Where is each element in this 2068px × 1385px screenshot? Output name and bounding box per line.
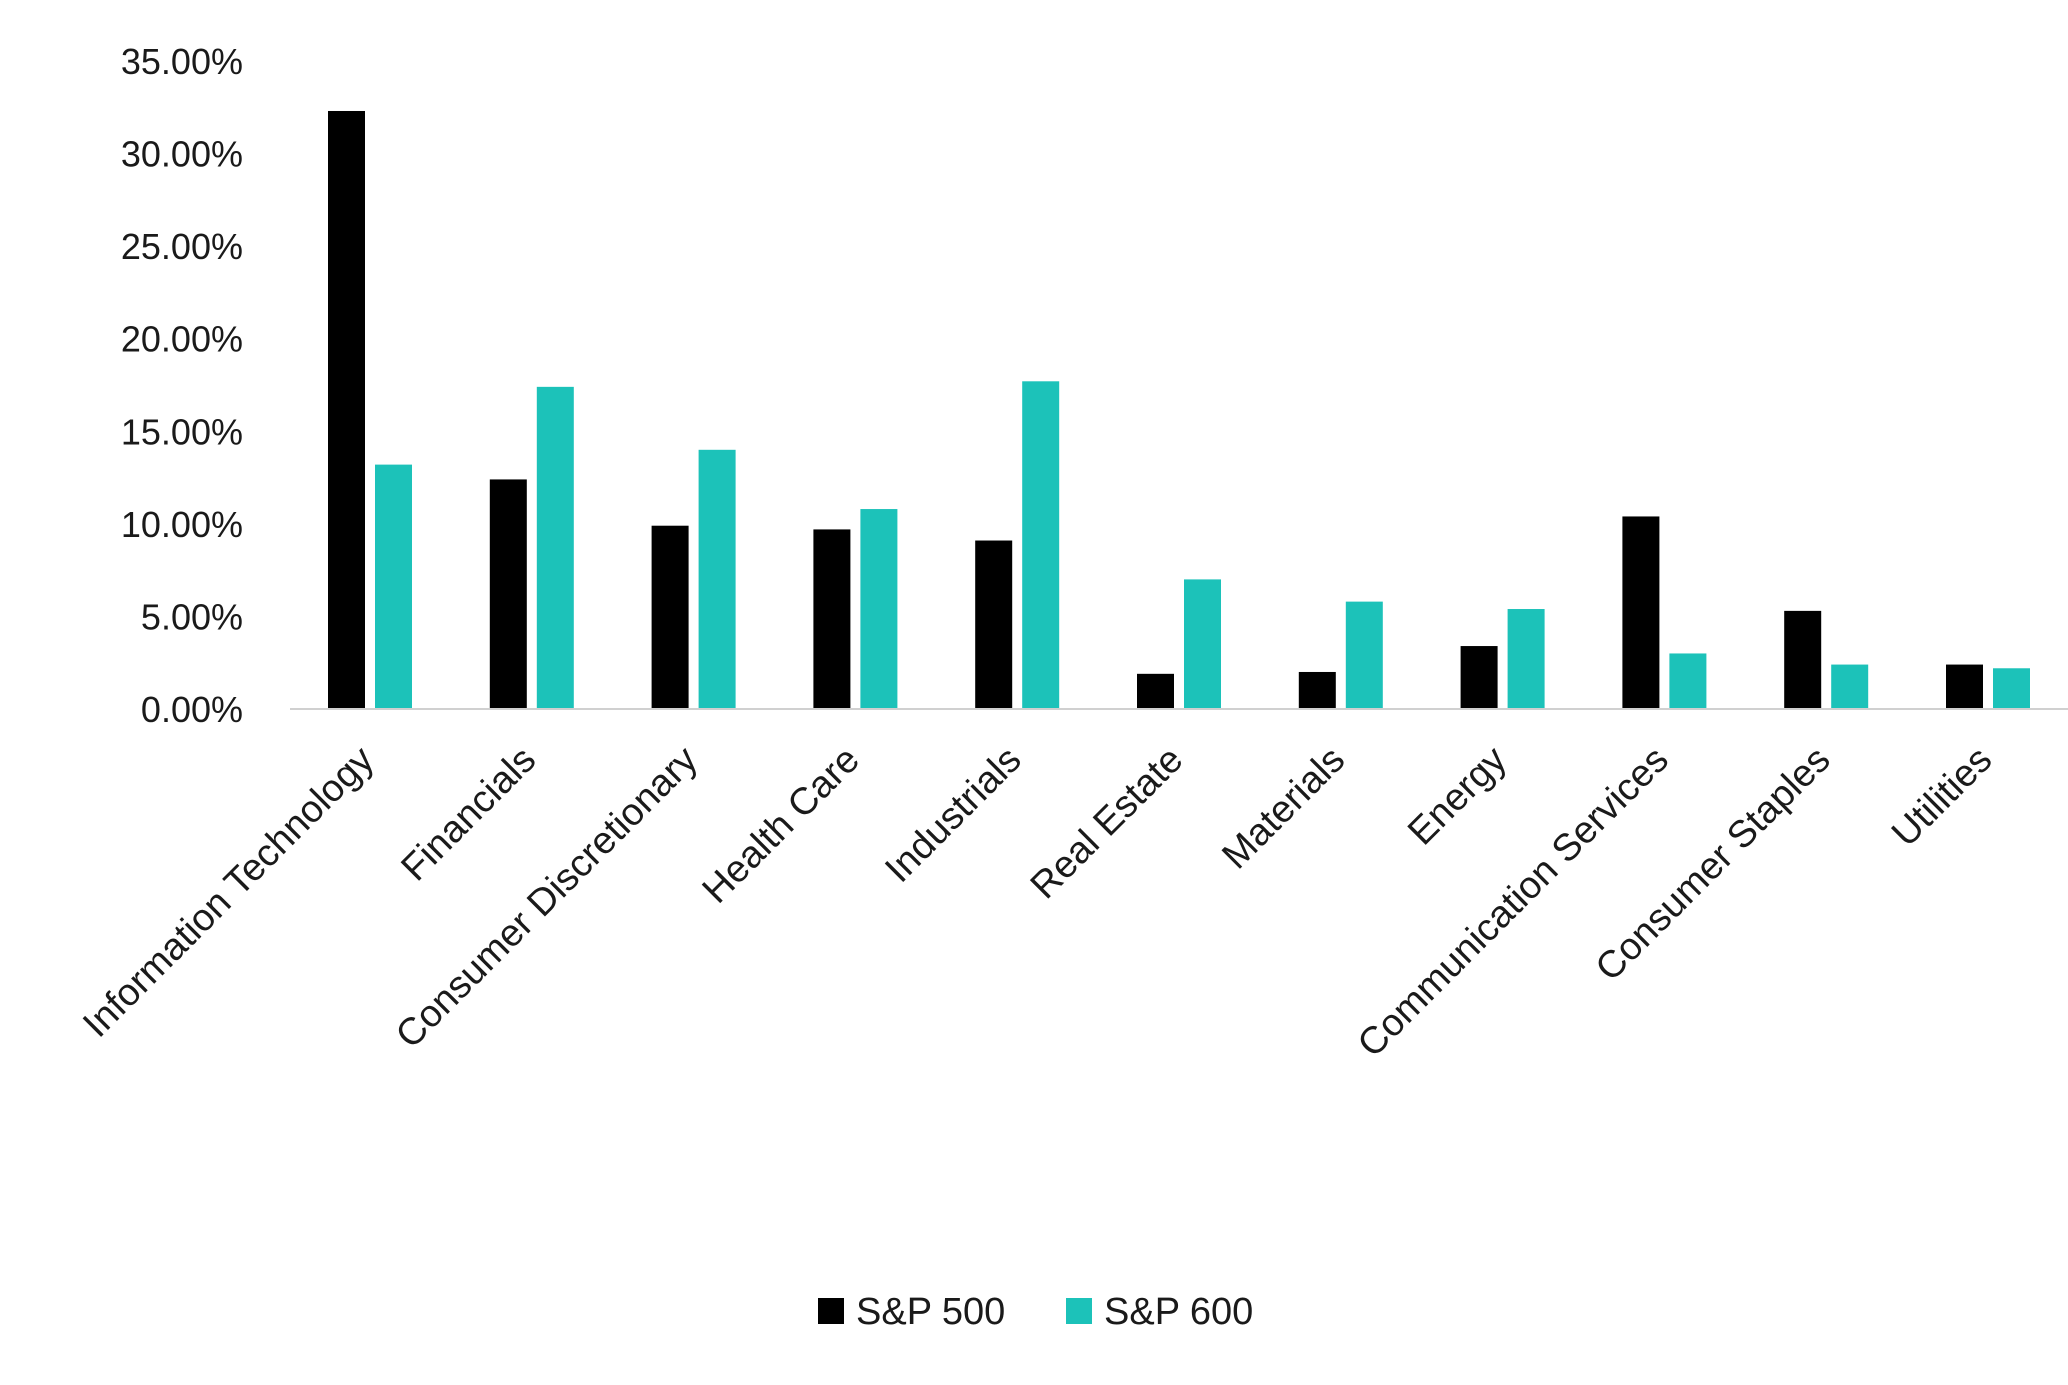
bar-sp600 — [1669, 653, 1707, 709]
y-tick-label: 25.00% — [121, 226, 243, 267]
bar-sp600 — [536, 386, 574, 709]
x-category-label: Materials — [1214, 739, 1353, 878]
legend-swatch-sp600 — [1066, 1298, 1092, 1324]
bar-sp500 — [1460, 646, 1498, 709]
y-axis: 0.00% 5.00% 10.00% 15.00% 20.00% 25.00% 30.00%… — [121, 41, 243, 730]
bar-sp500 — [651, 525, 689, 709]
x-category-label: Real Estate — [1023, 739, 1192, 908]
x-category-label: Consumer Discretionary — [388, 739, 706, 1057]
y-tick-label: 30.00% — [121, 134, 243, 175]
y-tick-label: 35.00% — [121, 41, 243, 82]
bar-sp600 — [1993, 668, 2030, 709]
x-category-label: Information Technology — [75, 739, 382, 1046]
bar-sp500 — [813, 529, 851, 709]
bar-sp500 — [328, 110, 365, 709]
bar-sp600 — [375, 464, 412, 709]
legend-swatch-sp500 — [818, 1298, 844, 1324]
x-category-label: Utilities — [1884, 739, 2000, 855]
bar-sp600 — [1184, 579, 1221, 709]
bar-sp500 — [1784, 610, 1822, 709]
bar-sp600 — [860, 509, 898, 709]
legend-label-sp600: S&P 600 — [1104, 1291, 1253, 1333]
x-category-label: Industrials — [877, 739, 1029, 891]
bar-sp500 — [1622, 516, 1660, 709]
bar-sp600 — [698, 449, 736, 709]
bar-sp500 — [975, 540, 1013, 709]
y-tick-label: 10.00% — [121, 504, 243, 545]
x-category-label: Health Care — [695, 739, 868, 912]
y-tick-label: 20.00% — [121, 319, 243, 360]
bar-sp600 — [1507, 609, 1545, 709]
bar-sp600 — [1022, 381, 1060, 709]
bar-sp500 — [489, 479, 527, 709]
bar-sp600 — [1831, 664, 1869, 709]
x-axis: Information Technology FinancialsConsumer… — [75, 708, 2068, 1066]
bar-sp500 — [1946, 664, 1983, 709]
bar-sp500 — [1137, 673, 1174, 709]
bar-sp500 — [1298, 671, 1336, 709]
x-category-label: Energy — [1400, 739, 1515, 854]
legend: S&P 500 S&P 600 — [818, 1291, 1253, 1333]
bar-sp600 — [1345, 601, 1383, 709]
y-tick-label: 5.00% — [141, 596, 243, 637]
y-tick-label: 15.00% — [121, 411, 243, 452]
x-category-label: Communication Services — [1350, 739, 1677, 1066]
bars — [328, 110, 2030, 709]
x-category-label: Financials — [393, 739, 544, 890]
y-tick-label: 0.00% — [141, 689, 243, 730]
legend-label-sp500: S&P 500 — [856, 1291, 1005, 1333]
